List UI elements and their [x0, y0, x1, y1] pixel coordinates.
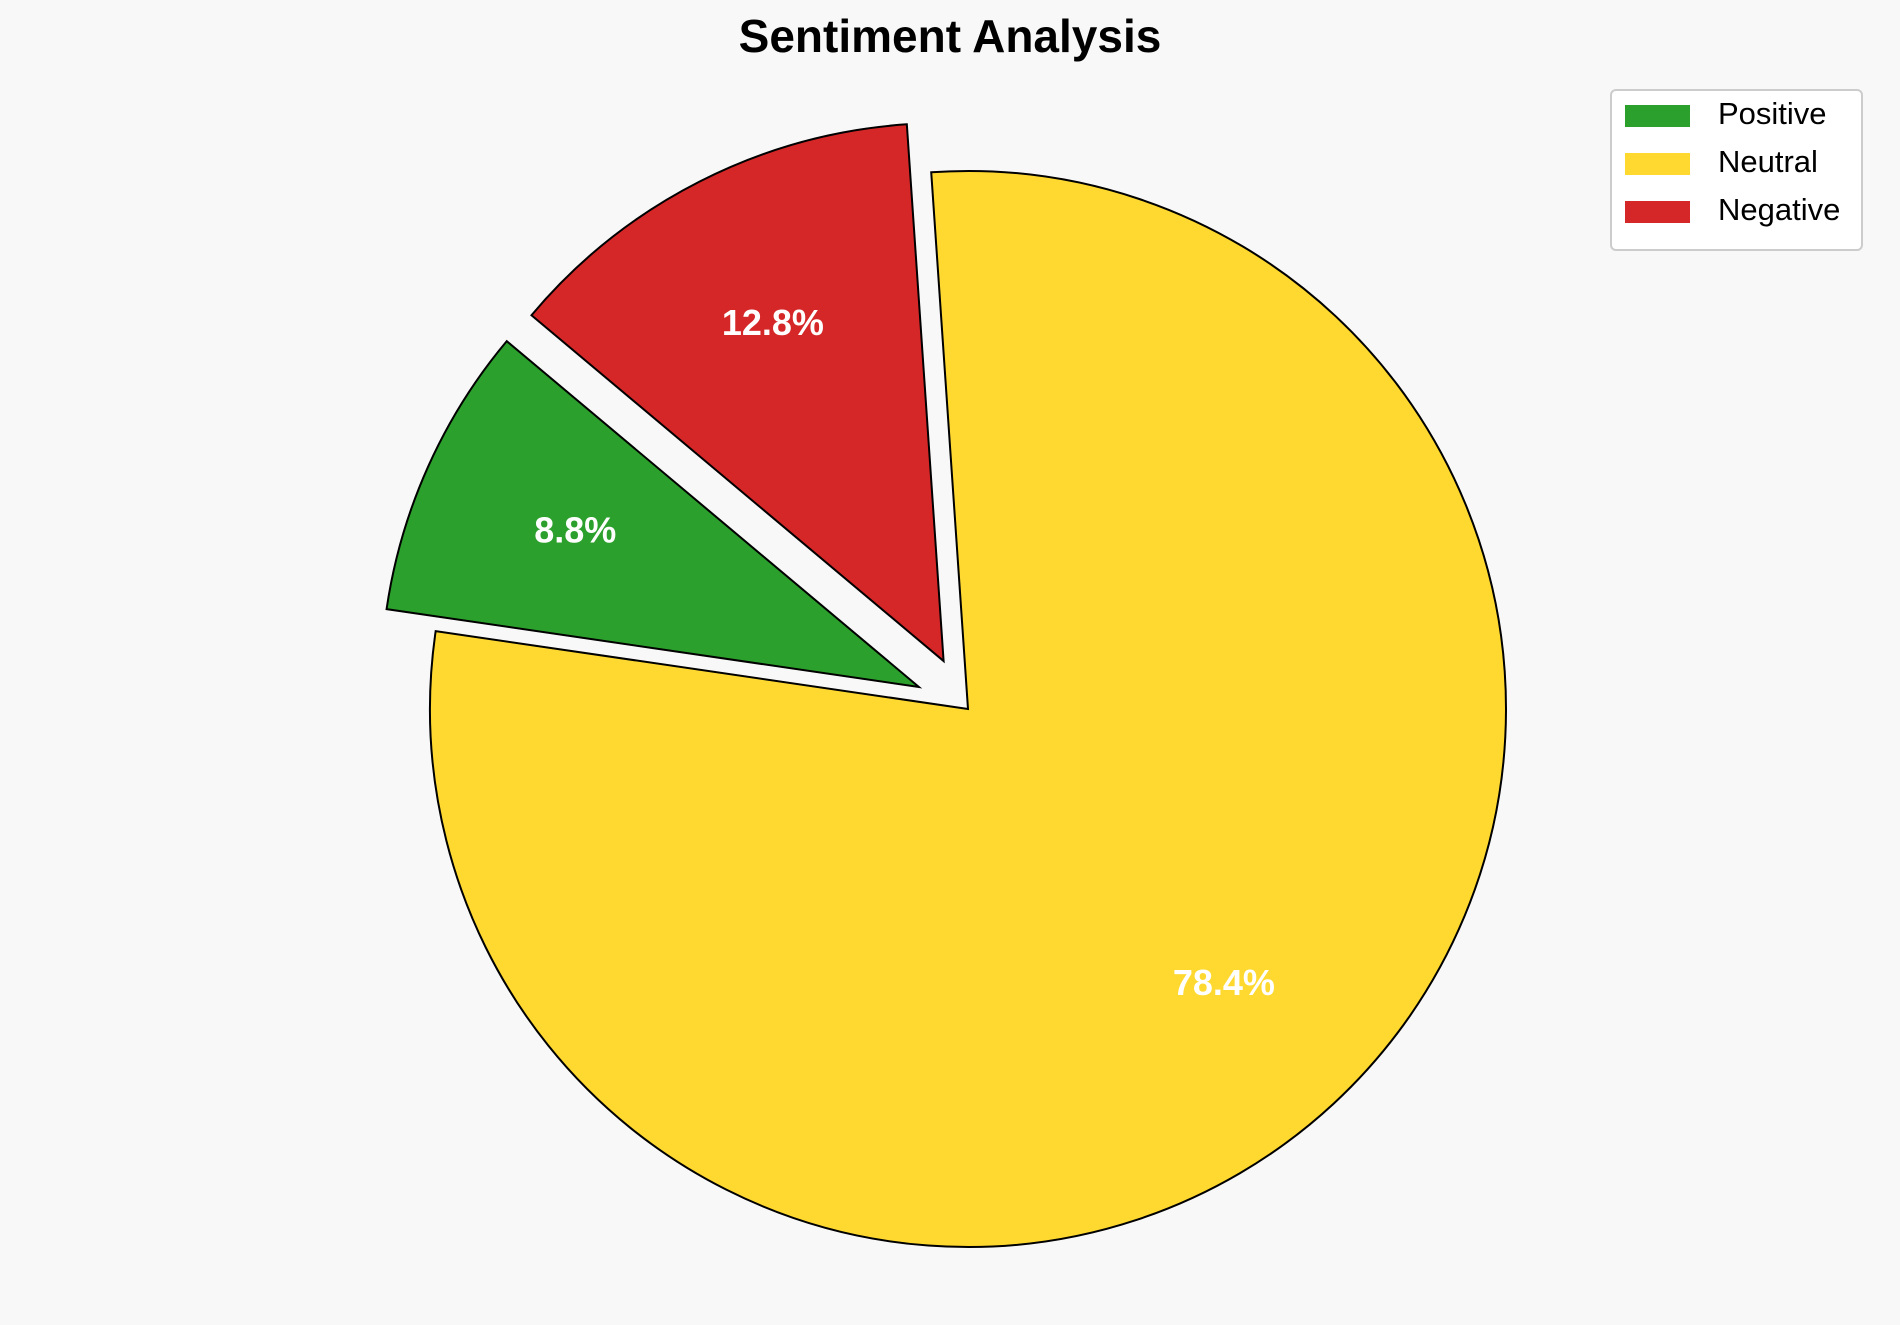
pie-slice: [385, 339, 923, 689]
value-label: 8.8%: [534, 509, 616, 550]
value-label: 12.8%: [722, 302, 824, 343]
value-label: 78.4%: [1173, 962, 1275, 1003]
chart-title: Sentiment Analysis: [739, 10, 1162, 62]
legend-label: Negative: [1718, 192, 1840, 227]
legend-label: Neutral: [1718, 144, 1818, 179]
legend-label: Positive: [1718, 96, 1827, 131]
legend-swatch: [1625, 153, 1690, 175]
legend-swatch: [1625, 105, 1690, 127]
legend-swatch: [1625, 201, 1690, 223]
pie-slice: [429, 170, 1507, 1248]
pie-slice: [530, 123, 945, 664]
